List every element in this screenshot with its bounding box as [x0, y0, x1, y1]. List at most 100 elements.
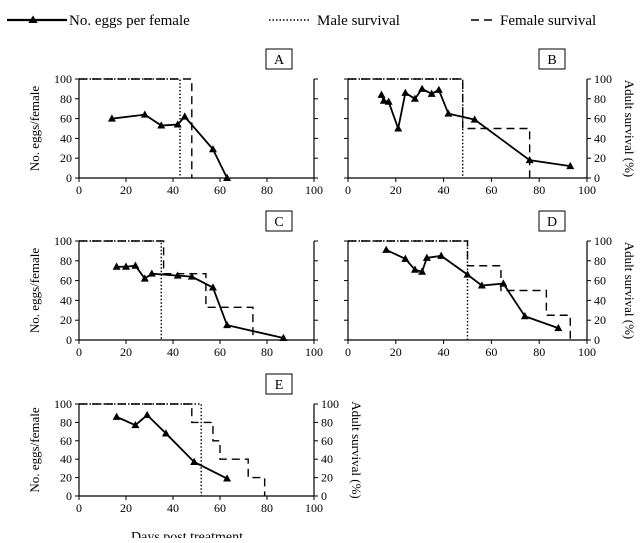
panel-a-eggs-point — [107, 114, 116, 122]
panel-e-eggs-line — [116, 413, 228, 480]
panel-d-eggs-point — [477, 281, 486, 289]
panel-c-left-tick-label: 0 — [66, 333, 72, 347]
panel-c-eggs-point — [112, 262, 121, 270]
panel-e-right-tick-label: 60 — [321, 434, 333, 448]
panel-d-right-tick-label: 40 — [594, 293, 606, 307]
panel-b-eggs-point — [410, 94, 419, 102]
panel-a-eggs-point — [180, 112, 189, 120]
panel-c-x-tick-label: 20 — [120, 345, 132, 359]
panel-e-eggs-point — [161, 429, 170, 437]
panel-b-x-tick-label: 40 — [438, 183, 450, 197]
panel-e-letter-box — [265, 373, 293, 395]
panel-e-x-tick-label: 0 — [76, 501, 82, 515]
panel-a-left-tick-label: 100 — [54, 72, 72, 86]
panel-e-eggs-point — [131, 420, 140, 429]
legend-eggs-label: No. eggs per female — [69, 13, 190, 29]
legend-male-label: Male survival — [317, 13, 400, 29]
panel-b-x-tick-label: 0 — [345, 183, 351, 197]
panel-e-right-tick-label: 0 — [321, 489, 327, 503]
panel-d-eggs-point — [382, 245, 391, 253]
panel-d-right-tick-label: 20 — [594, 313, 606, 327]
panel-b-eggs-point — [401, 88, 410, 96]
panel-b-eggs-point — [566, 161, 575, 170]
panel-b-right-tick-label: 20 — [594, 151, 606, 165]
panel-e-right-tick-label: 20 — [321, 471, 333, 485]
x-axis-title: Days post treatment — [131, 530, 243, 538]
panel-b-letter-box — [538, 48, 566, 70]
panel-b-eggs-point — [444, 109, 453, 117]
panel-d-eggs-point — [401, 254, 410, 262]
panel-d-eggs-point — [463, 270, 472, 278]
panel-e-left-tick-label: 0 — [66, 489, 72, 503]
panel-e-x-tick-label: 80 — [261, 501, 273, 515]
panel-b-x-tick-label: 100 — [578, 183, 596, 197]
panel-b-x-tick-label: 80 — [533, 183, 545, 197]
panel-e-x-tick-label: 100 — [305, 501, 323, 515]
panel-e-right-tick-label: 100 — [321, 397, 339, 411]
panel-a-left-tick-label: 60 — [60, 112, 72, 126]
panel-d-male-survival-line — [348, 240, 469, 340]
panel-b-y-right-title: Adult survival (%) — [622, 80, 637, 177]
panel-c-eggs-point — [173, 271, 182, 279]
panel-e-right-tick-label: 80 — [321, 415, 333, 429]
panel-b-x-tick-label: 20 — [390, 183, 402, 197]
panel-e-x-tick-label: 20 — [120, 501, 132, 515]
panel-b-eggs-point — [525, 155, 534, 164]
panel-e-y-right-title: Adult survival (%) — [349, 401, 364, 498]
panel-e-female-survival-line — [79, 403, 266, 496]
legend-eggs-marker — [28, 15, 38, 23]
panel-d-female-survival-line — [348, 240, 571, 340]
panel-e-left-tick-label: 60 — [60, 434, 72, 448]
panel-a-x-tick-label: 0 — [76, 183, 82, 197]
panel-c-female-survival-line — [79, 240, 254, 340]
panel-e-left-tick-label: 20 — [60, 471, 72, 485]
panel-e: 0 20 40 60 80 100020406080100020406080100No. … — [27, 373, 364, 515]
panel-c-eggs-point — [187, 272, 196, 280]
panel-a-x-tick-label: 100 — [305, 183, 323, 197]
legend: No. eggs per female Male survival Female… — [7, 13, 596, 29]
panel-d-x-tick-label: 60 — [485, 345, 497, 359]
panel-d-eggs-point — [554, 323, 563, 332]
panel-d-eggs-point — [418, 267, 427, 275]
panel-e-eggs-point — [143, 410, 152, 419]
panel-a-left-tick-label: 20 — [60, 151, 72, 165]
panel-a-eggs-point — [173, 120, 182, 128]
panel-d-eggs-point — [422, 253, 431, 261]
panel-e-left-tick-label: 80 — [60, 415, 72, 429]
panel-b-eggs-point — [427, 89, 436, 97]
panel-d-right-tick-label: 100 — [594, 234, 612, 248]
panel-e-eggs-point — [190, 457, 199, 465]
panel-d-letter: D — [547, 215, 557, 230]
panel-d-right-tick-label: 0 — [594, 333, 600, 347]
panel-c-eggs-line — [116, 264, 284, 339]
panel-e-x-tick-label: 40 — [167, 501, 179, 515]
panel-d-right-tick-label: 80 — [594, 254, 606, 268]
panel-d-eggs-point — [410, 265, 419, 273]
panel-b-right-tick-label: 40 — [594, 131, 606, 145]
figure-svg: No. eggs per female Male survival Female… — [3, 0, 641, 543]
panel-c-eggs-point — [147, 269, 156, 277]
panel-a-eggs-point — [140, 110, 149, 118]
panel-a-y-left-title: No. eggs/female — [27, 86, 42, 171]
panel-c-letter-box — [265, 210, 293, 232]
panel-c-left-tick-label: 100 — [54, 234, 72, 248]
panel-c-eggs-point — [208, 283, 217, 291]
figure: No. eggs per female Male survival Female… — [3, 0, 641, 543]
panel-a-left-tick-label: 40 — [60, 131, 72, 145]
panel-b-x-tick-label: 60 — [485, 183, 497, 197]
panel-c-male-survival-line — [79, 240, 162, 340]
panel-a-left-tick-label: 0 — [66, 171, 72, 185]
panel-e-left-tick-label: 40 — [60, 452, 72, 466]
panel-d-right-tick-label: 60 — [594, 274, 606, 288]
panel-d-eggs-point — [520, 312, 529, 320]
panel-d-letter-box — [538, 210, 566, 232]
panel-e-eggs-point — [223, 474, 232, 482]
panel-c-y-left-title: No. eggs/female — [27, 248, 42, 333]
panel-c-x-tick-label: 0 — [76, 345, 82, 359]
panel-a-x-tick-label: 20 — [120, 183, 132, 197]
panel-d-eggs-point — [437, 251, 446, 259]
panel-c-x-tick-label: 60 — [214, 345, 226, 359]
panel-b-letter: B — [547, 53, 556, 68]
